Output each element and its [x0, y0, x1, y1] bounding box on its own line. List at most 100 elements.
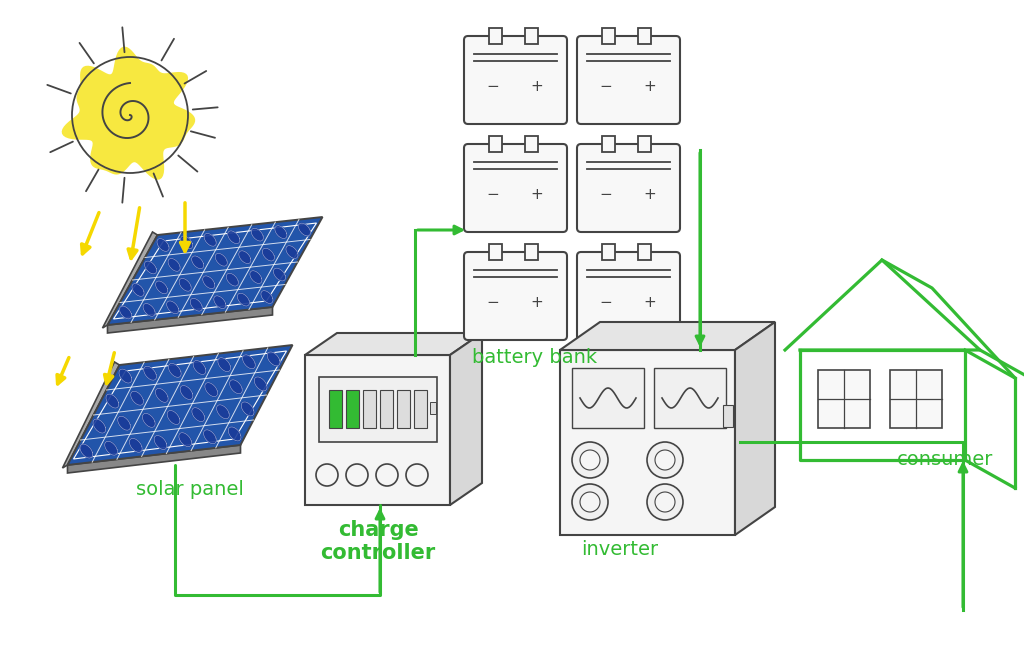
Circle shape: [647, 484, 683, 520]
Polygon shape: [191, 408, 205, 422]
Polygon shape: [155, 436, 167, 450]
Bar: [380, 390, 393, 428]
Polygon shape: [191, 256, 204, 269]
Polygon shape: [286, 246, 298, 259]
Polygon shape: [228, 427, 241, 441]
Polygon shape: [251, 228, 263, 241]
Bar: [654, 368, 726, 428]
Text: −: −: [599, 79, 612, 94]
Polygon shape: [143, 366, 157, 380]
Polygon shape: [62, 362, 120, 468]
Text: +: +: [530, 187, 543, 202]
Bar: [638, 244, 651, 260]
Polygon shape: [68, 445, 241, 473]
Bar: [602, 244, 615, 260]
Polygon shape: [108, 307, 272, 333]
Bar: [723, 405, 733, 427]
Bar: [430, 402, 436, 414]
Circle shape: [376, 464, 398, 486]
Text: −: −: [486, 295, 499, 310]
Bar: [602, 136, 615, 152]
Polygon shape: [68, 345, 293, 465]
Bar: [414, 390, 427, 428]
Bar: [572, 368, 644, 428]
Polygon shape: [298, 223, 310, 236]
Bar: [890, 370, 942, 428]
Text: +: +: [643, 187, 655, 202]
Polygon shape: [238, 293, 250, 306]
Polygon shape: [179, 278, 191, 291]
Bar: [525, 244, 539, 260]
Text: battery bank: battery bank: [472, 348, 598, 367]
Polygon shape: [80, 444, 93, 458]
Bar: [638, 28, 651, 44]
Polygon shape: [157, 239, 169, 251]
Polygon shape: [106, 394, 119, 408]
FancyBboxPatch shape: [577, 36, 680, 124]
Bar: [488, 136, 502, 152]
Text: +: +: [530, 295, 543, 310]
Bar: [362, 390, 376, 428]
Bar: [329, 390, 342, 428]
Polygon shape: [156, 389, 168, 402]
Polygon shape: [229, 380, 243, 394]
Polygon shape: [305, 355, 450, 505]
Bar: [818, 370, 870, 428]
Polygon shape: [214, 296, 226, 308]
Bar: [525, 136, 539, 152]
Polygon shape: [61, 46, 196, 180]
Polygon shape: [190, 298, 203, 311]
Circle shape: [346, 464, 368, 486]
FancyBboxPatch shape: [464, 252, 567, 340]
Polygon shape: [218, 357, 230, 372]
Polygon shape: [254, 377, 267, 391]
Circle shape: [572, 484, 608, 520]
Polygon shape: [119, 369, 132, 383]
Polygon shape: [273, 268, 286, 281]
Polygon shape: [93, 419, 105, 433]
Polygon shape: [131, 391, 143, 405]
Polygon shape: [217, 405, 229, 419]
Text: consumer: consumer: [897, 450, 993, 469]
Polygon shape: [250, 271, 262, 284]
Text: +: +: [530, 79, 543, 94]
Polygon shape: [169, 363, 181, 377]
Polygon shape: [274, 225, 287, 239]
Polygon shape: [167, 410, 180, 424]
Polygon shape: [108, 217, 323, 325]
Bar: [525, 28, 539, 44]
Polygon shape: [129, 438, 142, 452]
Polygon shape: [168, 259, 180, 271]
Bar: [488, 244, 502, 260]
Polygon shape: [180, 385, 193, 400]
Polygon shape: [204, 233, 216, 246]
Polygon shape: [118, 416, 130, 430]
Polygon shape: [156, 281, 168, 294]
Polygon shape: [167, 301, 179, 314]
Circle shape: [572, 442, 608, 478]
Polygon shape: [179, 433, 191, 447]
FancyBboxPatch shape: [464, 144, 567, 232]
Text: solar panel: solar panel: [136, 480, 244, 499]
Bar: [319, 377, 437, 442]
Circle shape: [580, 492, 600, 512]
Polygon shape: [142, 413, 156, 428]
Circle shape: [316, 464, 338, 486]
Polygon shape: [261, 290, 273, 304]
Text: charge
controller: charge controller: [321, 520, 435, 563]
Polygon shape: [226, 273, 239, 286]
Circle shape: [655, 450, 675, 470]
Polygon shape: [305, 333, 482, 355]
Text: inverter: inverter: [582, 540, 658, 559]
Polygon shape: [227, 231, 240, 244]
Polygon shape: [205, 383, 218, 396]
Polygon shape: [143, 304, 156, 316]
Polygon shape: [243, 355, 255, 369]
Circle shape: [580, 450, 600, 470]
Polygon shape: [132, 284, 144, 296]
Polygon shape: [204, 430, 216, 444]
Bar: [638, 136, 651, 152]
Polygon shape: [560, 322, 775, 350]
Text: −: −: [486, 79, 499, 94]
FancyBboxPatch shape: [577, 144, 680, 232]
